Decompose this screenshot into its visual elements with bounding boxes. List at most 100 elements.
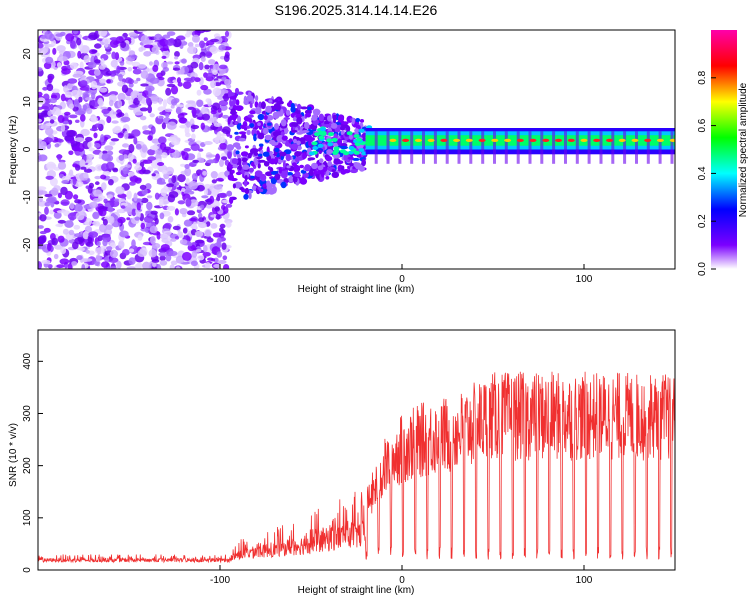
spectrogram-noise-blob [101,153,111,162]
spectrogram-noise-blob [214,206,220,212]
spectrogram-noise-blob [165,166,175,175]
spectrogram-noise-blob [161,55,167,60]
spectrogram-noise-blob [143,51,152,57]
spectrogram-noise-blob [168,191,179,198]
spectrogram-noise-blob [134,216,140,221]
spectrogram-noise-blob [80,114,86,122]
spectrogram-noise-blob [122,167,130,175]
spectrogram-peak-blob [402,138,410,142]
spectrogram-noise-blob [56,45,66,52]
spectrogram-noise-blob [57,192,63,199]
spectrogram-noise-blob [221,204,226,211]
spectrogram-noise-blob [90,80,98,90]
spectrogram-noise-blob [60,124,66,132]
spectrogram-transition-blob [227,151,232,159]
spectrogram-transition-blob [310,117,317,121]
spectrogram-transition-blob [238,131,247,135]
spectrogram-noise-blob [186,30,191,36]
spectrogram-bright-blob [314,132,320,137]
spectrogram-noise-blob [57,235,65,243]
spectrogram-noise-blob [72,176,77,186]
spectrogram-transition-blob [285,154,291,162]
spectrogram-noise-blob [166,61,174,65]
spectrogram-noise-blob [203,37,208,42]
spectrogram-transition-blob [229,134,233,139]
spectrogram-noise-blob [166,31,176,36]
spectrogram-noise-blob [197,255,205,261]
spectrogram-noise-blob [177,174,186,183]
spectrogram-noise-blob [75,110,85,116]
spectrogram-bright-blob [353,134,360,139]
spectrogram-noise-blob [202,252,211,257]
spectrogram-noise-blob [218,100,229,107]
colorbar: 0.0 0.2 0.4 0.6 0.8 Normalized spectral ampl… [697,30,749,276]
spectrogram-noise-blob [157,162,165,166]
spectrogram-transition-blob [258,143,264,147]
spectrogram-transition-blob [318,149,322,154]
spectrogram-transition-blob [230,177,238,182]
spectrogram-transition-blob [340,145,348,150]
spectrogram-noise-blob [136,202,141,211]
spectrogram-noise-blob [161,152,168,159]
spectrogram-noise-blob [89,201,99,209]
spectrogram-transition-blob [288,175,294,183]
spectrogram-noise-blob [161,61,168,69]
spectrogram-peak-blob [414,138,422,142]
snr-y-tick-label: 100 [22,509,33,526]
spectrogram-transition-blob [258,124,263,130]
spectrogram-noise-blob [134,263,142,269]
spectrogram-noise-blob [186,79,195,83]
spectrogram-noise-blob [115,186,125,195]
spectrogram-noise-blob [44,206,49,215]
spectrogram-transition-blob [281,135,288,141]
spectrogram-noise-blob [69,103,74,110]
spectrogram-bright-blob [358,128,365,133]
spectrogram-noise-blob [125,96,131,101]
spectrogram-transition-blob [249,123,255,128]
spectrogram-bright-blob [333,146,340,151]
spectrogram-noise-blob [41,259,51,264]
spectrogram-transition-blob [253,151,259,156]
spectrogram-noise-blob [198,212,203,219]
spectrogram-transition-blob [227,117,231,125]
spectrogram-noise-blob [194,43,200,48]
spectrogram-noise-blob [201,195,209,199]
spectrogram-transition-blob [273,103,281,110]
spectrogram-noise-blob [187,42,194,48]
spectrogram-noise-blob [190,124,200,130]
spectrogram-transition-blob [327,160,333,167]
spectrogram-noise-blob [109,266,117,269]
spectrogram-noise-blob [85,84,90,92]
spectrogram-noise-blob [189,217,197,222]
spectrogram-noise-blob [158,136,167,145]
spectrogram-noise-blob [62,56,68,62]
colorbar-tick-label: 0.6 [697,118,708,132]
spectrogram-noise-blob [137,94,143,102]
spectrogram-transition-blob [243,193,249,200]
spectrogram-noise-blob [70,138,75,145]
spectrogram-noise-blob [179,124,189,129]
spectrogram-noise-blob [142,159,153,164]
spectrogram-noise-blob [75,119,80,124]
spectrogram-transition-blob [257,178,261,183]
spectrogram-noise-blob [69,202,75,210]
spectrogram-noise-blob [68,169,74,177]
spectrogram-spike [599,131,603,164]
spectrogram-noise-blob [52,47,57,55]
spectrogram-transition-blob [272,99,278,103]
spectrogram-transition-blob [231,169,235,174]
spectrogram-noise-blob [205,204,213,209]
spectrogram-noise-blob [67,212,77,221]
spectrogram-noise-blob [171,175,177,184]
snr-ticks: -100 0 100 0 100 200 300 400 [22,353,593,586]
spectrogram-transition-blob [331,171,340,178]
spectrogram-noise-blob [152,64,159,72]
spectrogram-noise-blob [150,145,159,151]
spectrogram-noise-blob [78,96,83,103]
spectrogram-noise-blob [79,61,84,70]
spectrogram-noise-blob [168,177,173,184]
spectrogram-transition-blob [320,169,325,178]
spectrogram-transition-blob [229,95,237,100]
spectrogram-transition-blob [304,134,312,142]
